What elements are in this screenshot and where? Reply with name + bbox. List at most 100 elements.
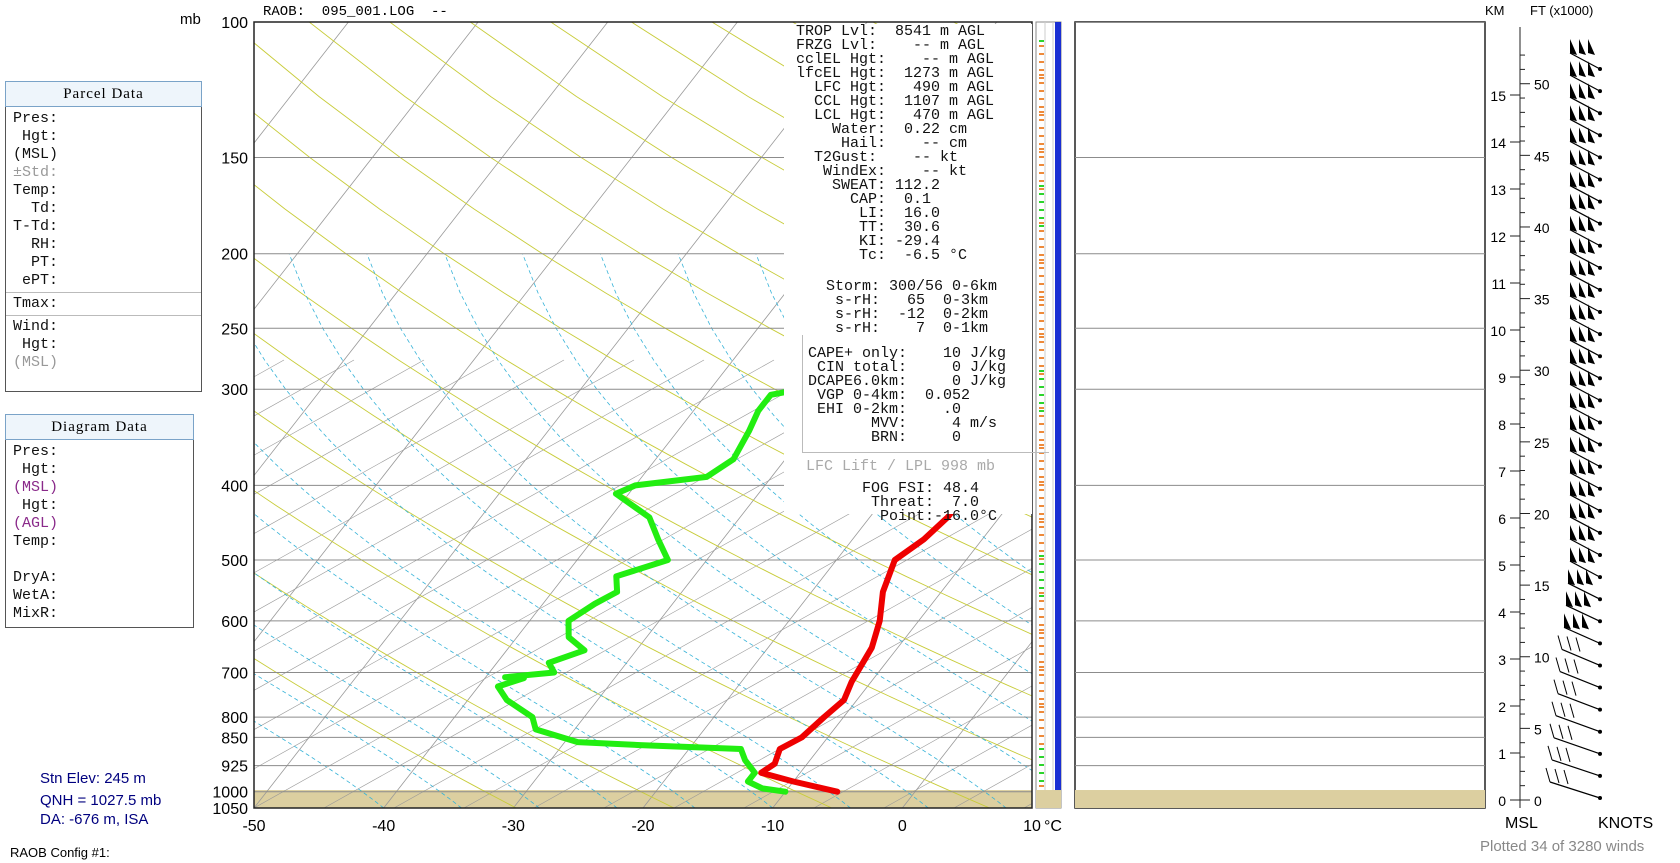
ft-tick-label: 35 xyxy=(1534,292,1550,308)
wind-barb-flag xyxy=(1588,237,1595,254)
strip-mark xyxy=(1039,296,1044,298)
km-tick-label: 13 xyxy=(1490,182,1506,198)
index-line: CCL Hgt: 1107 m AGL xyxy=(778,93,995,110)
wind-barb-feather xyxy=(1560,702,1566,717)
wind-barb-feather xyxy=(1551,701,1557,716)
wind-barb-flag xyxy=(1570,525,1577,542)
temperature-tick-label: 10 xyxy=(1023,818,1041,835)
fog-line: Threat: 7.0 xyxy=(862,494,980,511)
strip-mark xyxy=(1039,259,1044,261)
strip-mark xyxy=(1039,328,1044,330)
wind-barb-flag xyxy=(1579,370,1586,387)
wind-barb-flag xyxy=(1573,613,1580,630)
parcel-field-label: Td: xyxy=(13,200,59,217)
station-elevation: Stn Elev: 245 m xyxy=(40,770,146,787)
strip-mark xyxy=(1039,444,1044,446)
strip-mark xyxy=(1039,77,1044,79)
strip-mark xyxy=(1039,407,1044,409)
pressure-diagonal xyxy=(254,359,425,456)
isotherm-line xyxy=(902,641,1032,808)
wind-barb-flag xyxy=(1588,502,1595,519)
parcel-field-label: ePT: xyxy=(13,272,59,289)
moist-adiabat xyxy=(254,513,696,808)
wind-barb-feather xyxy=(1575,637,1581,652)
wind-barb-flag xyxy=(1579,392,1586,409)
strip-mark xyxy=(1039,756,1044,758)
wind-barb-dot xyxy=(1598,67,1602,72)
strip-mark xyxy=(1039,254,1044,256)
wind-barb-dot xyxy=(1598,796,1602,800)
index-line: KI: -29.4 xyxy=(778,233,941,250)
strip-mark xyxy=(1039,135,1044,137)
strip-mark xyxy=(1039,45,1044,47)
diagram-field-label: DryA: xyxy=(13,569,59,586)
wind-barb-feather xyxy=(1554,768,1560,784)
km-tick-label: 14 xyxy=(1490,135,1506,151)
strip-mark xyxy=(1039,719,1044,721)
wind-barb-flag xyxy=(1570,392,1577,409)
wind-barb-staff xyxy=(1553,737,1601,755)
pressure-tick-label: 700 xyxy=(221,665,248,682)
diagram-field-label: Pres: xyxy=(13,443,59,460)
wind-barb-dot xyxy=(1598,464,1602,469)
wind-panel-frame xyxy=(1074,21,1486,809)
wind-barb-feather xyxy=(1571,681,1577,696)
pressure-tick-label: 300 xyxy=(221,382,248,399)
wind-barb-staff xyxy=(1569,361,1601,379)
index-line: LI: 16.0 xyxy=(778,205,941,222)
wind-barb-flag xyxy=(1588,39,1595,56)
diagram-data-panel: Diagram Data Pres: Hgt: (MSL) Hgt: (AGL) Te… xyxy=(5,414,194,628)
wind-barb-flag xyxy=(1579,436,1586,453)
wind-field-label: (MSL) xyxy=(13,354,59,371)
wind-barb-staff xyxy=(1569,118,1601,136)
wind-barb-flag xyxy=(1579,105,1586,122)
stability-indices: TROP Lvl: 8541 m AGL FRZG Lvl: -- m AGL … xyxy=(778,24,995,263)
wind-barb-flag xyxy=(1579,502,1586,519)
index-line: TT: 30.6 xyxy=(778,219,941,236)
wind-barb-flag xyxy=(1588,304,1595,321)
msl-label: MSL xyxy=(1505,815,1538,832)
strip-mark xyxy=(1039,262,1044,264)
pressure-tick-label: 925 xyxy=(221,759,248,776)
strip-mark xyxy=(1039,415,1044,417)
km-axis-title: KM xyxy=(1485,3,1505,18)
wind-barb-staff xyxy=(1559,670,1601,689)
index-line: FRZG Lvl: -- m AGL xyxy=(778,37,986,54)
strip-mark xyxy=(1039,267,1044,269)
wind-barb-staff xyxy=(1569,450,1601,468)
moist-adiabat xyxy=(254,673,462,808)
pressure-diagonal xyxy=(254,359,565,534)
wind-barb-dot xyxy=(1598,729,1602,734)
wind-barb-flag xyxy=(1588,326,1595,343)
wind-barb-flag xyxy=(1579,171,1586,188)
strip-mark xyxy=(1039,151,1044,153)
km-tick-label: 9 xyxy=(1498,370,1506,386)
moist-adiabat xyxy=(254,624,540,808)
isotherm-line xyxy=(0,22,89,808)
diagram-data-rows: Pres: Hgt: (MSL) Hgt: (AGL) Temp: DryA: WetA… xyxy=(6,440,193,623)
wind-barb-flag xyxy=(1579,259,1586,276)
strip-mark xyxy=(1039,497,1044,499)
degc-unit: °C xyxy=(1044,818,1062,835)
pressure-tick-label: 600 xyxy=(221,614,248,631)
wind-field-label: Hgt: xyxy=(13,336,59,353)
moist-adiabat xyxy=(254,720,384,808)
diagram-field-label: WetA: xyxy=(13,587,59,604)
diagram-field-label: (MSL) xyxy=(13,479,59,496)
pressure-diagonal xyxy=(883,724,1032,808)
ft-axis-title: FT (x1000) xyxy=(1530,3,1594,18)
strip-mark xyxy=(1039,550,1044,552)
strip-mark xyxy=(1039,283,1044,285)
wind-barb-flag xyxy=(1577,569,1584,586)
wind-barb-dot xyxy=(1598,442,1602,447)
strip-mark xyxy=(1039,193,1044,195)
strip-mark xyxy=(1039,402,1044,404)
parcel-field-label: Hgt: xyxy=(13,128,59,145)
strip-mark xyxy=(1039,333,1044,335)
wind-barb-flag xyxy=(1588,61,1595,78)
wind-barb-flag xyxy=(1579,480,1586,497)
wind-barb-staff xyxy=(1569,516,1601,534)
divider xyxy=(6,315,201,316)
strip-mark xyxy=(1039,127,1044,129)
